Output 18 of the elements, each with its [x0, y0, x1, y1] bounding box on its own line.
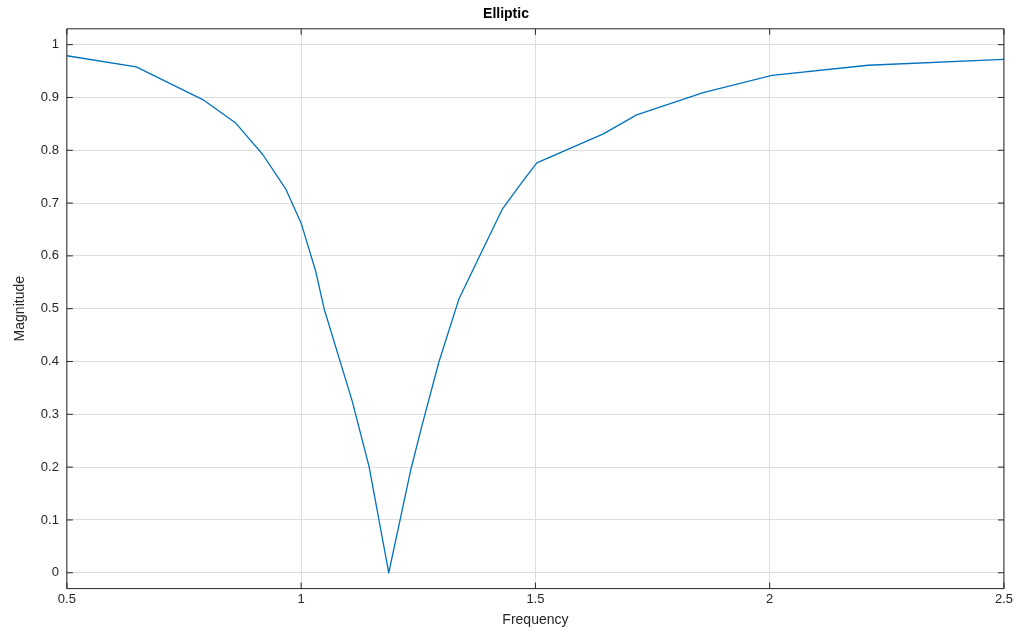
y-tick-label: 0	[51, 564, 59, 580]
x-tick-label: 1.5	[526, 590, 545, 606]
x-tick-label: 2	[766, 590, 774, 606]
y-tick-label: 0.8	[40, 141, 59, 157]
y-axis-title: Magnitude	[11, 275, 28, 342]
y-tick-label: 0.9	[40, 89, 59, 105]
x-axis-title: Frequency	[502, 611, 569, 628]
x-tick-label: 2.5	[994, 590, 1013, 606]
y-tick-label: 0.4	[40, 353, 59, 369]
y-tick-label: 0.5	[40, 300, 59, 316]
y-tick-label: 0.1	[40, 511, 59, 527]
x-tick-label: 1	[297, 590, 305, 606]
chart-title: Elliptic	[483, 5, 530, 22]
y-tick-label: 1	[51, 36, 59, 52]
y-tick-label: 0.6	[40, 247, 59, 263]
y-tick-label: 0.7	[40, 194, 59, 210]
y-tick-label: 0.2	[40, 458, 59, 474]
y-tick-label: 0.3	[40, 405, 59, 421]
